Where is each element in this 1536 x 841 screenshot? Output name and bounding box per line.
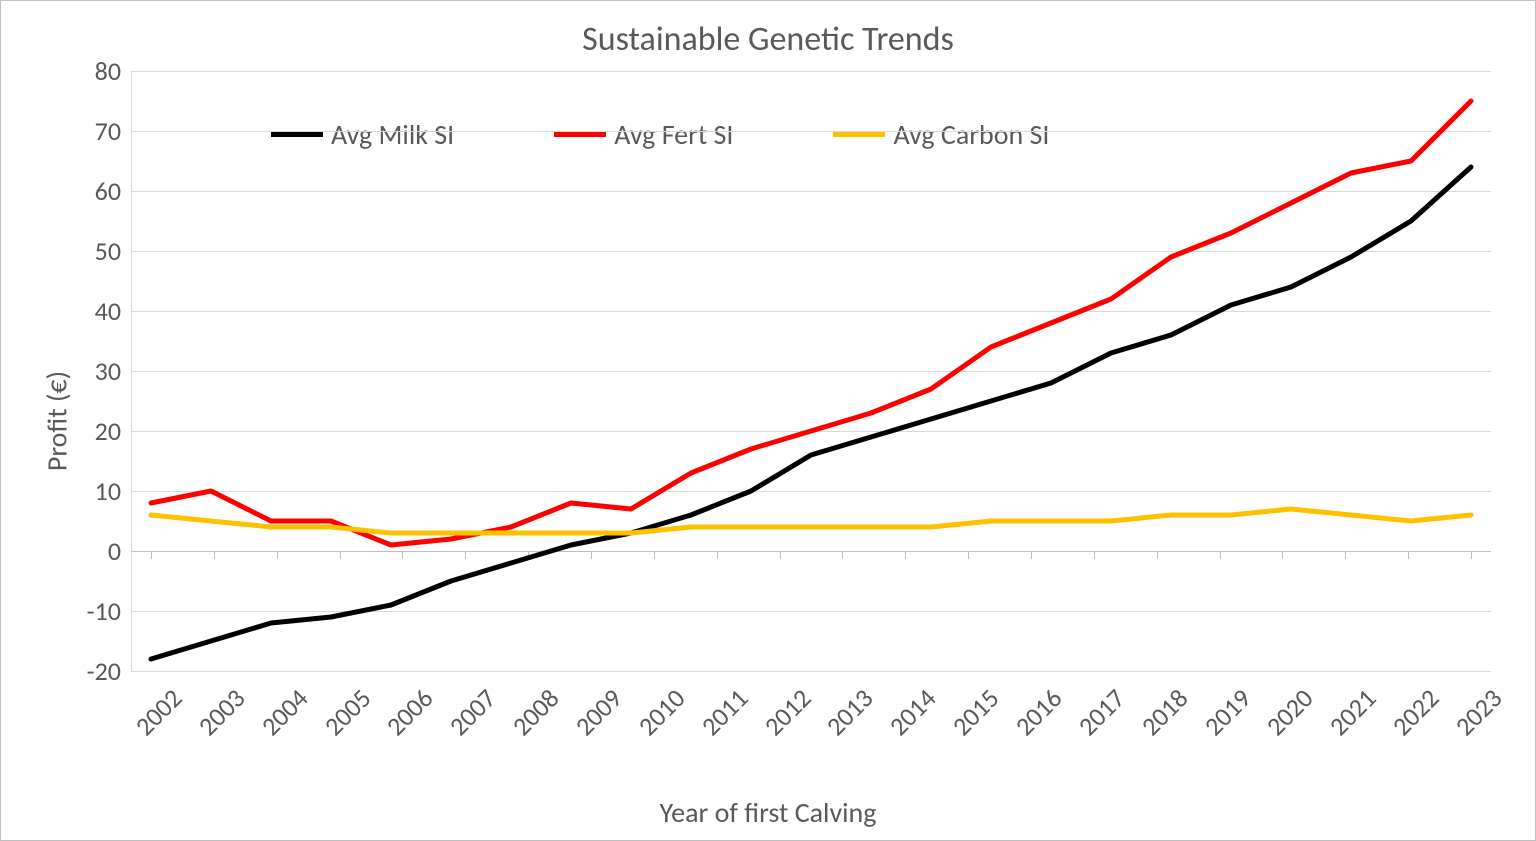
series-line-avg-fert-si	[151, 101, 1471, 545]
y-tick-label: -20	[87, 655, 131, 687]
gridline	[131, 671, 1491, 672]
x-tick-label: 2017	[1059, 682, 1131, 754]
chart-container: Sustainable Genetic Trends Profit (€) Ye…	[0, 0, 1536, 841]
series-line-avg-milk-si	[151, 167, 1471, 659]
x-tick-label: 2005	[305, 682, 377, 754]
x-tick-label: 2006	[368, 682, 440, 754]
x-tick-label: 2014	[871, 682, 943, 754]
series-line-avg-carbon-si	[151, 509, 1471, 533]
y-tick-label: 20	[95, 415, 131, 447]
x-tick-label: 2015	[933, 682, 1005, 754]
x-tick-label: 2022	[1373, 682, 1445, 754]
x-tick-label: 2018	[1122, 682, 1194, 754]
y-tick-label: 80	[95, 55, 131, 87]
x-tick-label: 2008	[493, 682, 565, 754]
y-axis-title: Profit (€)	[40, 370, 75, 470]
y-tick-label: 30	[95, 355, 131, 387]
x-tick-label: 2023	[1436, 682, 1508, 754]
x-tick-label: 2002	[116, 682, 188, 754]
y-tick-label: 10	[95, 475, 131, 507]
x-tick-label: 2010	[619, 682, 691, 754]
x-tick-label: 2004	[242, 682, 314, 754]
x-tick-label: 2007	[431, 682, 503, 754]
y-tick-label: 70	[95, 115, 131, 147]
x-tick-label: 2013	[808, 682, 880, 754]
x-tick-label: 2016	[996, 682, 1068, 754]
y-tick-label: 60	[95, 175, 131, 207]
y-tick-label: 50	[95, 235, 131, 267]
x-tick-label: 2021	[1311, 682, 1383, 754]
y-tick-label: 0	[108, 535, 131, 567]
series-svg	[131, 71, 1491, 671]
x-tick-label: 2011	[682, 682, 754, 754]
x-tick-label: 2020	[1248, 682, 1320, 754]
x-tick-label: 2019	[1185, 682, 1257, 754]
x-tick-label: 2003	[179, 682, 251, 754]
y-tick-label: -10	[87, 595, 131, 627]
x-tick-label: 2012	[745, 682, 817, 754]
plot-area: -20-100102030405060708020022003200420052…	[131, 71, 1491, 671]
x-tick-label: 2009	[556, 682, 628, 754]
chart-title: Sustainable Genetic Trends	[1, 19, 1535, 60]
y-tick-label: 40	[95, 295, 131, 327]
x-axis-title: Year of first Calving	[1, 795, 1535, 830]
